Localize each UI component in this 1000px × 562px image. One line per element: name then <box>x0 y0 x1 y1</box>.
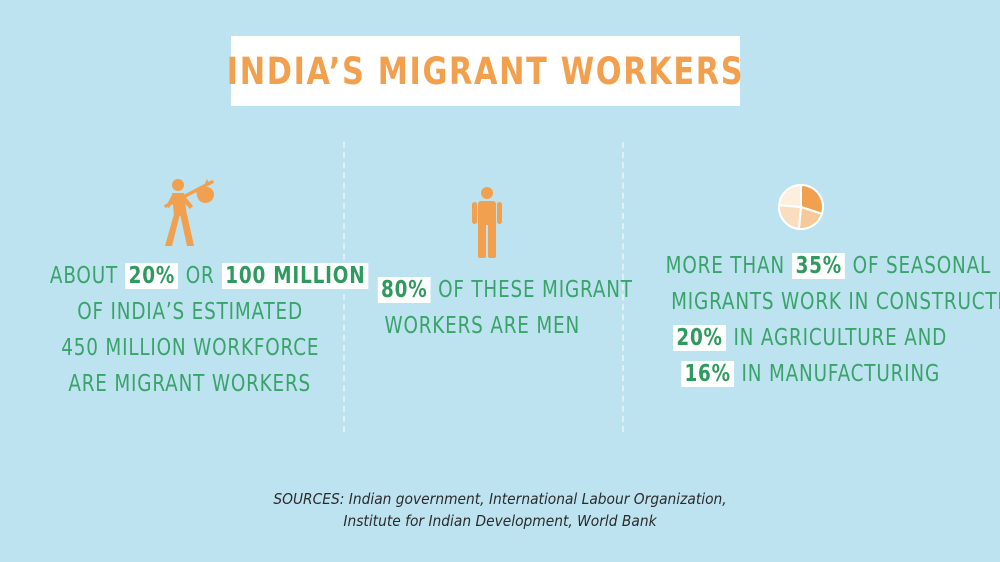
highlight-35-percent: 35% <box>792 253 846 279</box>
highlight-80-percent: 80% <box>377 277 431 303</box>
sources-line-2: Institute for Indian Development, World … <box>343 512 657 530</box>
stat-block-workforce: ABOUT 20% OR 100 MILLION OF INDIA’S ESTI… <box>10 258 370 402</box>
stat-block-men: 80% OF THESE MIGRANT WORKERS ARE MEN <box>345 272 632 344</box>
page-title: INDIA’S MIGRANT WORKERS <box>226 49 745 93</box>
highlight-100-million: 100 MILLION <box>222 263 369 289</box>
highlight-20-percent: 20% <box>125 263 179 289</box>
divider-right <box>622 142 624 432</box>
stat-block-sectors: MORE THAN 35% OF SEASONAL MIGRANTS WORK … <box>665 253 1000 387</box>
highlight-16-percent: 16% <box>680 361 734 387</box>
highlight-agri-20-percent: 20% <box>673 325 727 351</box>
sources-note: SOURCES: Indian government, Internationa… <box>0 488 1000 532</box>
title-box: INDIA’S MIGRANT WORKERS <box>227 36 743 106</box>
pie-chart-icon <box>776 182 826 236</box>
man-icon <box>472 186 502 262</box>
sources-line-1: SOURCES: Indian government, Internationa… <box>273 490 727 508</box>
hiker-icon <box>160 176 218 252</box>
